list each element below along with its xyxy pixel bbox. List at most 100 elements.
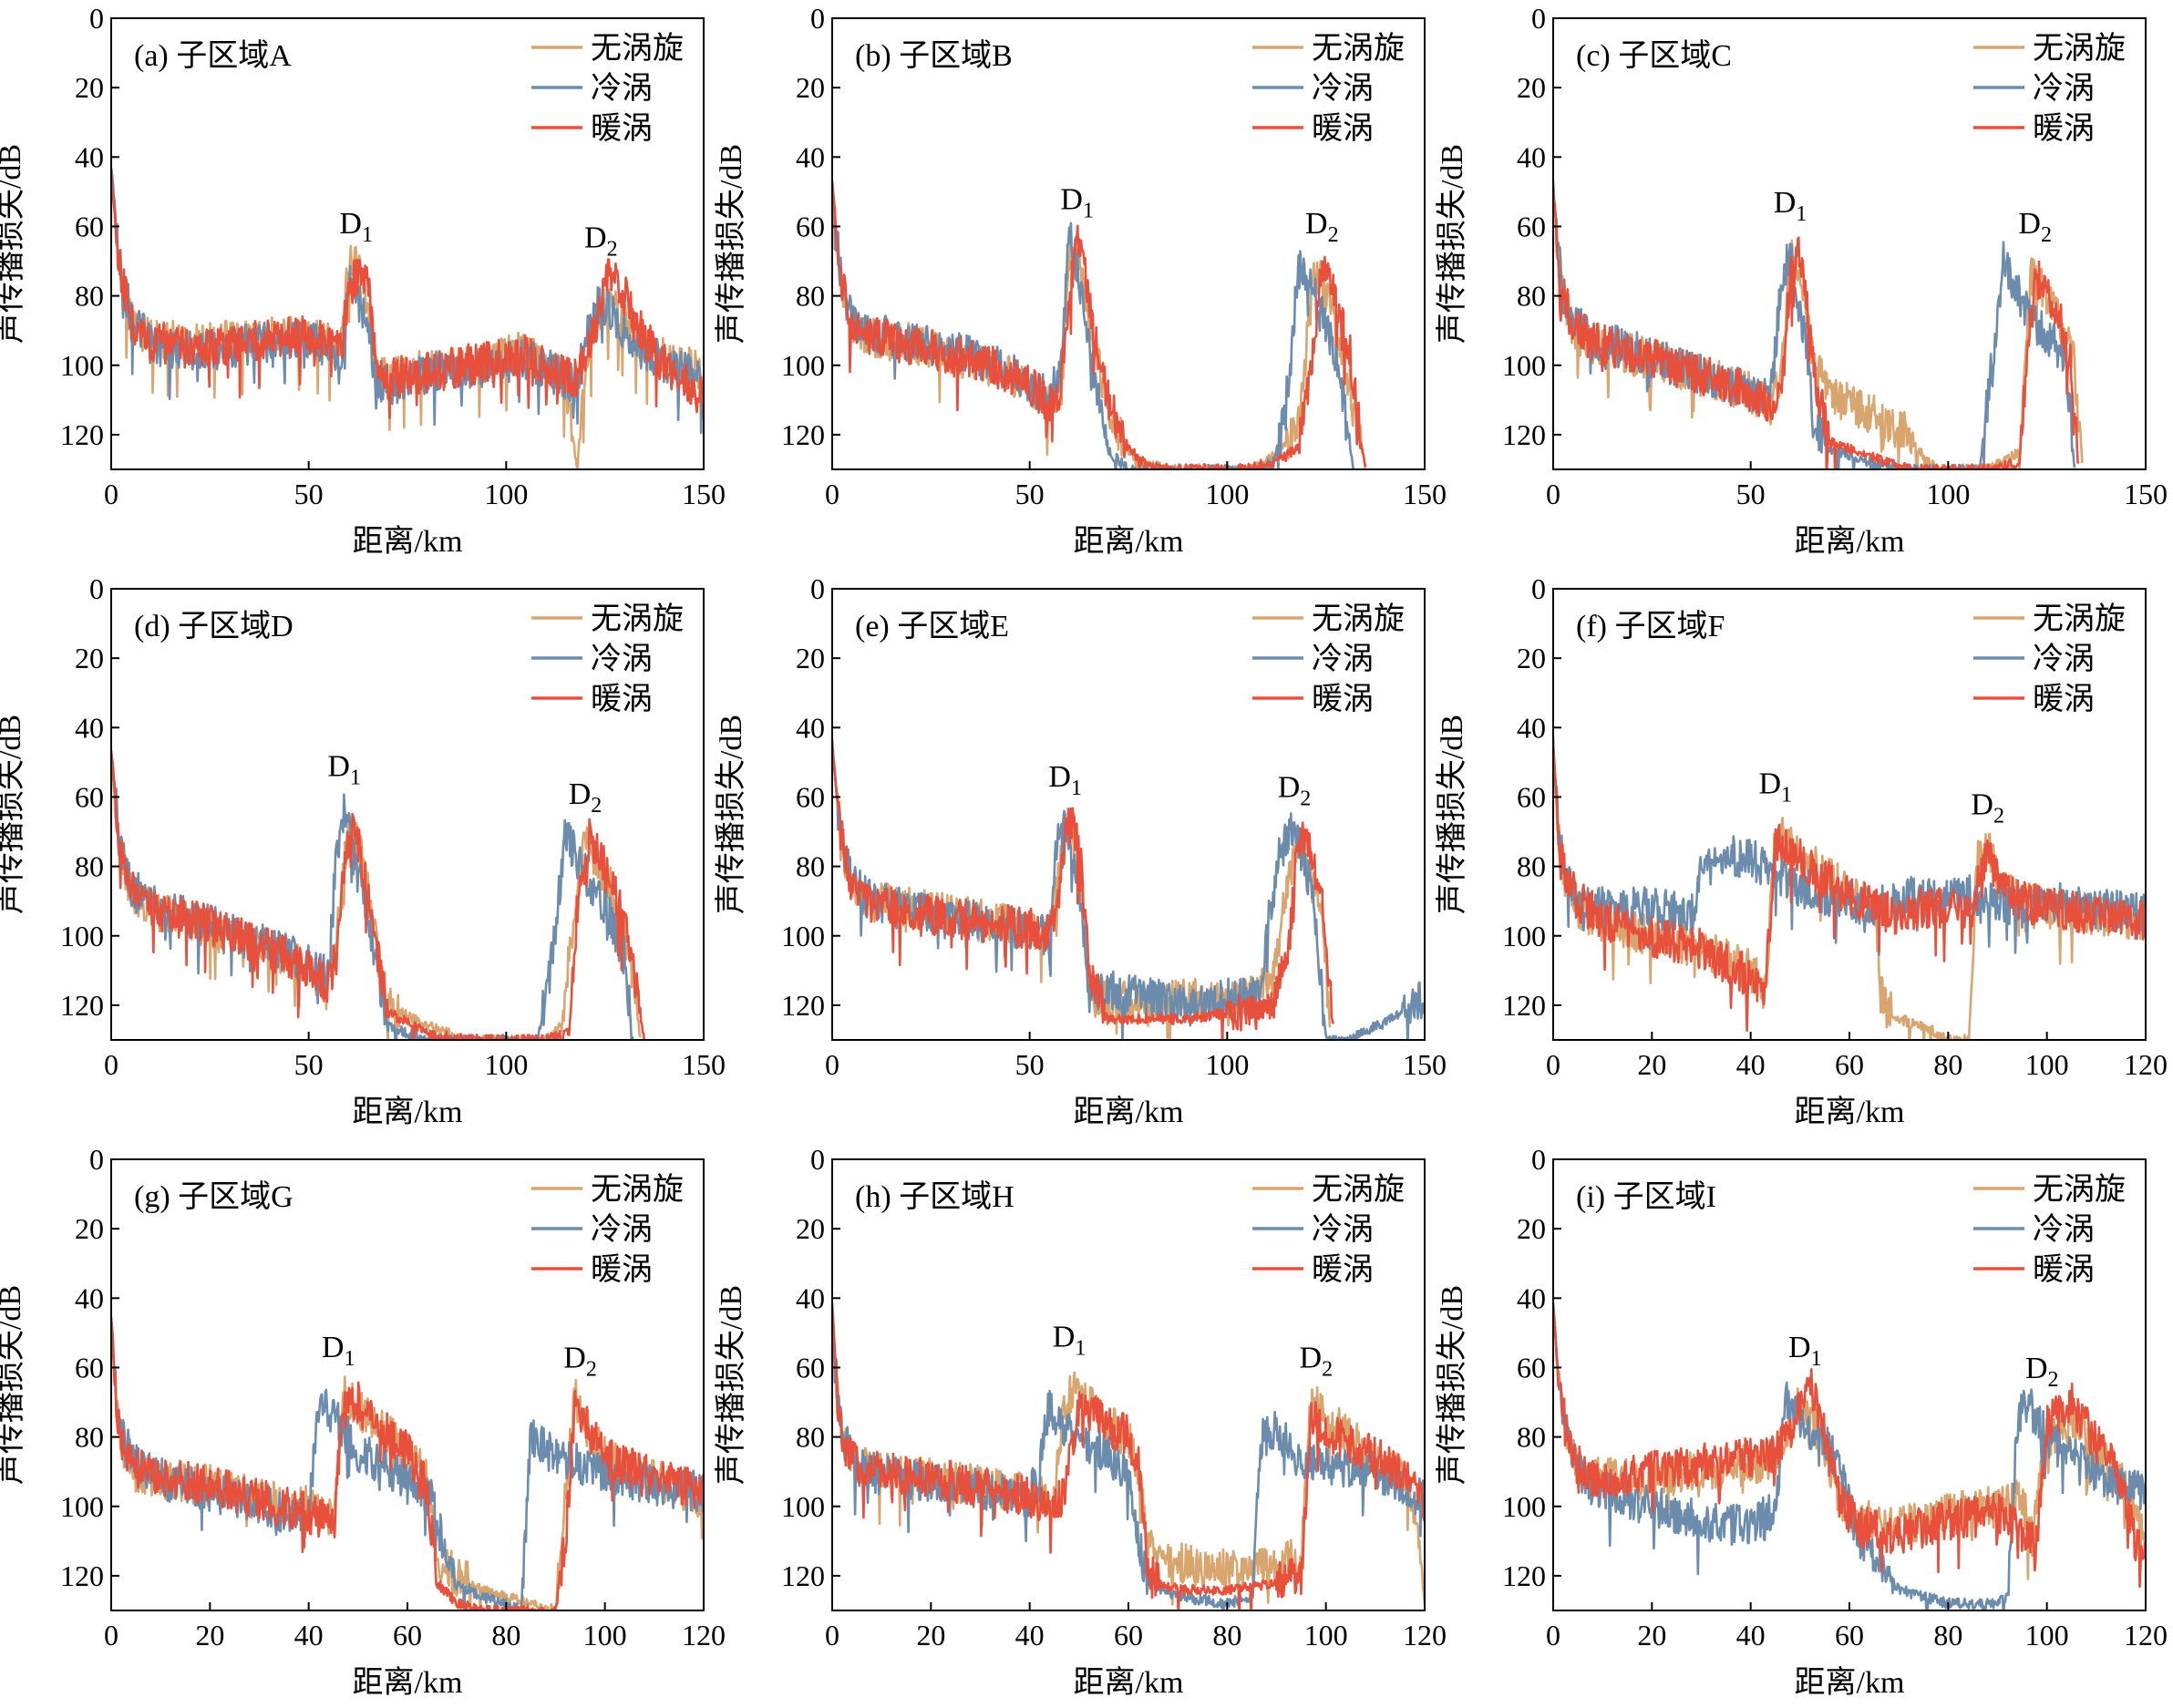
panel-title: (h) 子区域H [855, 1179, 1014, 1214]
x-tick-label: 100 [1304, 1619, 1348, 1651]
y-tick-label: 100 [1502, 349, 1546, 382]
y-tick-label: 80 [1517, 280, 1546, 313]
y-tick-label: 80 [796, 280, 825, 313]
peak-annotation-subscript: 2 [1322, 1357, 1333, 1381]
y-tick-label: 100 [60, 349, 104, 382]
y-tick-label: 20 [1517, 1212, 1546, 1245]
peak-annotation-subscript: 1 [1781, 784, 1792, 808]
x-tick-label: 40 [1736, 1048, 1766, 1081]
y-tick-label: 120 [60, 1559, 104, 1592]
legend-label: 无涡旋 [591, 1172, 684, 1207]
x-tick-label: 50 [1736, 478, 1766, 510]
y-tick-label: 100 [781, 1490, 825, 1523]
x-tick-label: 0 [1546, 478, 1560, 510]
y-tick-label: 0 [89, 572, 104, 605]
x-tick-label: 50 [1015, 478, 1045, 510]
panel-title: (d) 子区域D [134, 609, 294, 643]
legend-label: 暖涡 [1312, 1253, 1374, 1287]
y-tick-label: 120 [781, 989, 825, 1022]
legend-label: 暖涡 [591, 683, 653, 716]
plot-frame [831, 17, 1426, 470]
y-tick-label: 40 [796, 1281, 825, 1314]
peak-annotation: D2 [1300, 1341, 1334, 1381]
legend-label: 冷涡 [591, 71, 653, 106]
peak-annotation-subscript: 2 [2048, 1368, 2059, 1392]
peak-annotation: D1 [1048, 760, 1082, 800]
x-tick-label: 80 [1212, 1619, 1241, 1651]
y-tick-label: 0 [89, 1143, 104, 1176]
x-tick-label: 150 [2124, 478, 2168, 510]
legend-label: 冷涡 [2033, 642, 2095, 676]
y-tick-label: 20 [1517, 642, 1546, 674]
x-tick-label: 40 [294, 1619, 324, 1651]
peak-annotation: D2 [563, 1341, 597, 1381]
x-tick-label: 150 [682, 1048, 726, 1081]
x-axis-label: 距离/km [1074, 1665, 1184, 1700]
x-tick-label: 0 [104, 478, 118, 510]
y-tick-label: 100 [60, 920, 104, 952]
peak-annotation-subscript: 2 [1300, 787, 1311, 810]
x-tick-label: 40 [1736, 1619, 1766, 1651]
y-tick-label: 60 [796, 210, 825, 242]
y-tick-label: 120 [60, 418, 104, 451]
x-tick-label: 100 [484, 1048, 528, 1081]
series-line-warm [1553, 185, 2079, 469]
series-line-cold [1553, 180, 2076, 469]
peak-annotation: D1 [1758, 767, 1792, 808]
y-tick-label: 0 [810, 572, 825, 605]
peak-annotation-subscript: 1 [350, 767, 361, 790]
peak-annotation: D1 [1060, 182, 1094, 222]
x-tick-label: 100 [1926, 478, 1970, 510]
y-axis-label: 声传播损失/dB [714, 144, 748, 344]
peak-annotation: D1 [327, 750, 361, 790]
y-tick-label: 20 [75, 642, 104, 674]
y-tick-label: 0 [1531, 1143, 1546, 1176]
plot-frame [831, 588, 1426, 1041]
series-line-warm [832, 1303, 1425, 1610]
legend-label: 冷涡 [591, 1212, 653, 1247]
y-tick-label: 80 [75, 850, 104, 883]
x-tick-label: 0 [825, 1048, 839, 1081]
panel-title: (b) 子区域B [855, 38, 1013, 73]
x-tick-label: 40 [1015, 1619, 1045, 1651]
series-line-warm [832, 180, 1367, 469]
x-tick-label: 80 [491, 1619, 520, 1651]
y-tick-label: 120 [1502, 989, 1546, 1022]
x-tick-label: 100 [2025, 1619, 2069, 1651]
y-tick-label: 100 [781, 920, 825, 952]
series-line-warm [1553, 1305, 2146, 1589]
legend-label: 暖涡 [1312, 683, 1374, 716]
x-tick-label: 120 [682, 1619, 726, 1651]
y-tick-label: 0 [810, 2, 825, 35]
y-tick-label: 40 [1517, 140, 1546, 173]
peak-annotation: D2 [584, 221, 618, 261]
y-tick-label: 20 [75, 1212, 104, 1245]
peak-annotation: D2 [569, 777, 602, 818]
y-tick-label: 0 [810, 1143, 825, 1176]
x-axis-label: 距离/km [353, 524, 463, 559]
x-axis-label: 距离/km [1074, 1095, 1184, 1129]
y-tick-label: 120 [781, 418, 825, 451]
x-tick-label: 20 [1637, 1048, 1666, 1081]
panel-title: (e) 子区域E [855, 609, 1009, 643]
peak-annotation-subscript: 1 [362, 223, 373, 247]
peak-annotation: D2 [1305, 207, 1339, 247]
x-tick-label: 100 [484, 478, 528, 510]
legend-label: 冷涡 [1312, 1212, 1374, 1247]
legend-label: 暖涡 [591, 1253, 653, 1287]
series-line-cold [1553, 736, 2146, 956]
y-tick-label: 100 [1502, 920, 1546, 952]
y-tick-label: 100 [60, 1490, 104, 1523]
x-tick-label: 150 [1403, 1048, 1447, 1081]
x-tick-label: 120 [2124, 1048, 2168, 1081]
peak-annotation: D1 [1774, 186, 1807, 226]
peak-annotation: D2 [2018, 207, 2052, 247]
x-tick-label: 80 [1933, 1619, 1962, 1651]
panel-title: (c) 子区域C [1576, 38, 1732, 73]
series-line-cold [832, 1302, 1425, 1610]
x-axis-label: 距离/km [1795, 1095, 1905, 1129]
x-tick-label: 60 [393, 1619, 422, 1651]
